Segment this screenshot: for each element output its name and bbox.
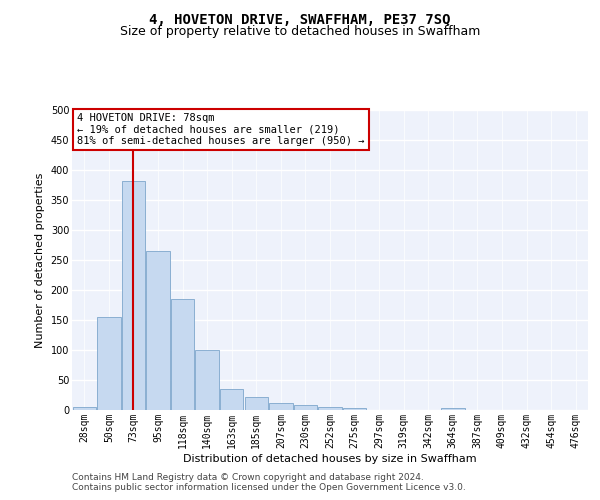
Bar [343,408,366,410]
Bar [319,407,341,410]
Y-axis label: Number of detached properties: Number of detached properties [35,172,45,348]
Bar [171,299,194,410]
Bar [245,397,268,410]
Bar [97,317,121,410]
Bar [269,403,293,410]
Text: Contains HM Land Registry data © Crown copyright and database right 2024.: Contains HM Land Registry data © Crown c… [72,474,424,482]
Text: Contains public sector information licensed under the Open Government Licence v3: Contains public sector information licen… [72,484,466,492]
Text: 4, HOVETON DRIVE, SWAFFHAM, PE37 7SQ: 4, HOVETON DRIVE, SWAFFHAM, PE37 7SQ [149,12,451,26]
Text: Size of property relative to detached houses in Swaffham: Size of property relative to detached ho… [120,25,480,38]
Bar [220,389,244,410]
X-axis label: Distribution of detached houses by size in Swaffham: Distribution of detached houses by size … [183,454,477,464]
Bar [146,251,170,410]
Bar [196,350,219,410]
Bar [441,408,464,410]
Bar [122,181,145,410]
Bar [294,405,317,410]
Text: 4 HOVETON DRIVE: 78sqm
← 19% of detached houses are smaller (219)
81% of semi-de: 4 HOVETON DRIVE: 78sqm ← 19% of detached… [77,113,365,146]
Bar [73,407,96,410]
